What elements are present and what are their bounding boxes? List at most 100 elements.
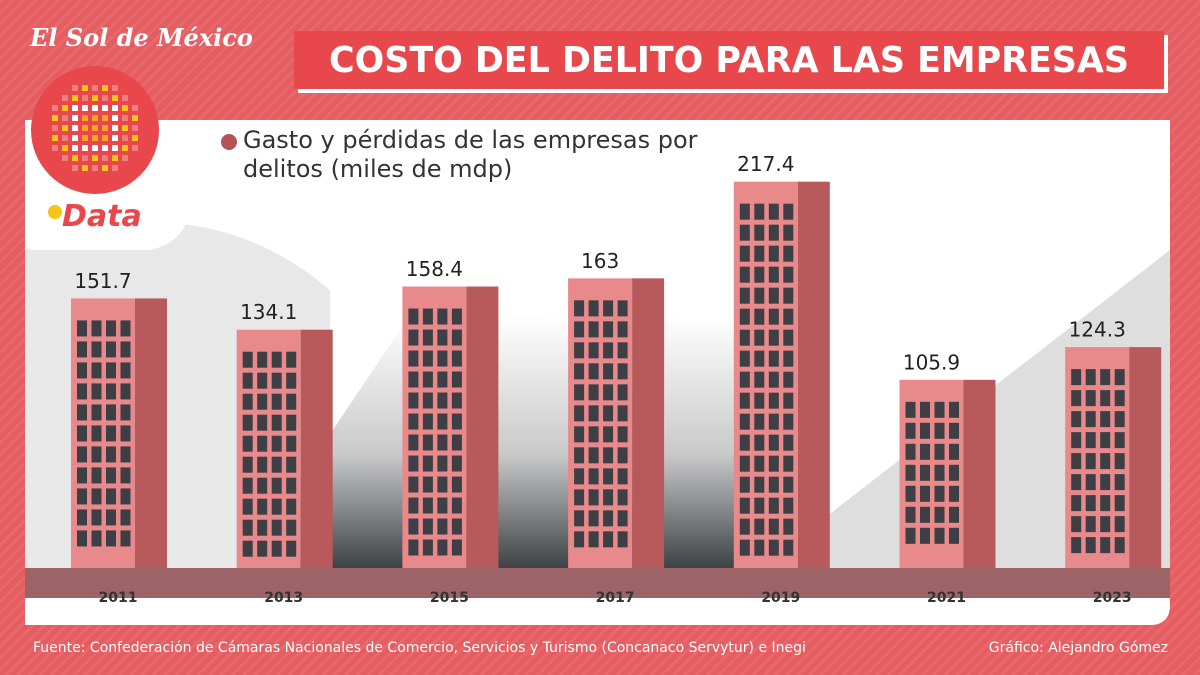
- window: [286, 351, 297, 368]
- logo-pixel: [72, 85, 78, 91]
- window: [271, 540, 282, 557]
- window: [588, 300, 599, 317]
- bar-side: [300, 329, 333, 568]
- logo-pixel: [122, 145, 128, 151]
- window: [286, 372, 297, 389]
- window: [754, 350, 765, 367]
- logo-pixel: [112, 145, 118, 151]
- window: [437, 413, 448, 430]
- window: [91, 341, 102, 358]
- window: [1071, 432, 1082, 449]
- window: [1085, 495, 1096, 512]
- window: [257, 393, 268, 410]
- window: [739, 245, 750, 262]
- window: [286, 498, 297, 515]
- window: [91, 530, 102, 547]
- window: [408, 308, 419, 325]
- logo-pixel: [62, 135, 68, 141]
- value-label: 163: [581, 249, 619, 273]
- value-label: 151.7: [74, 269, 131, 293]
- window: [242, 540, 253, 557]
- bar: [899, 379, 996, 568]
- logo-pixel: [112, 105, 118, 111]
- window: [106, 530, 116, 547]
- window: [934, 485, 945, 502]
- window: [783, 392, 794, 409]
- window: [422, 371, 433, 388]
- window: [617, 363, 628, 380]
- window: [451, 308, 462, 325]
- window: [754, 287, 765, 304]
- window: [257, 519, 268, 536]
- window: [271, 498, 282, 515]
- window: [1100, 432, 1111, 449]
- bar-side: [466, 286, 499, 568]
- window: [934, 422, 945, 439]
- window: [783, 329, 794, 346]
- window: [739, 392, 750, 409]
- logo-pixel: [82, 125, 88, 131]
- window: [768, 413, 779, 430]
- window: [120, 404, 131, 421]
- window: [768, 350, 779, 367]
- window: [934, 527, 945, 544]
- window: [783, 413, 794, 430]
- window: [1100, 537, 1111, 554]
- window: [768, 434, 779, 451]
- window: [451, 329, 462, 346]
- logo-pixel: [132, 145, 138, 151]
- window: [574, 405, 585, 422]
- logo-pixel: [82, 155, 88, 161]
- logo-pixel: [112, 155, 118, 161]
- window: [739, 266, 750, 283]
- window: [120, 488, 131, 505]
- window: [1100, 411, 1111, 428]
- window: [77, 488, 87, 505]
- window: [783, 539, 794, 556]
- window: [949, 443, 959, 460]
- window: [905, 401, 916, 418]
- window: [271, 435, 282, 452]
- window: [739, 539, 750, 556]
- window: [739, 518, 750, 535]
- window: [617, 531, 628, 548]
- value-label: 134.1: [240, 300, 297, 324]
- window: [739, 287, 750, 304]
- window: [574, 384, 585, 401]
- window: [286, 393, 297, 410]
- logo-pixel: [122, 115, 128, 121]
- window: [451, 455, 462, 472]
- window: [603, 426, 614, 443]
- window: [77, 383, 87, 400]
- window: [754, 224, 765, 241]
- value-label: 105.9: [903, 350, 960, 374]
- window: [408, 392, 419, 409]
- window: [588, 510, 599, 527]
- window: [754, 476, 765, 493]
- bar-side: [135, 298, 167, 568]
- window: [574, 426, 585, 443]
- window: [91, 320, 102, 337]
- logo-pixel: [112, 125, 118, 131]
- window: [617, 384, 628, 401]
- window: [1114, 369, 1125, 386]
- x-tick-label: 2015: [430, 590, 469, 606]
- window: [920, 527, 930, 544]
- window: [91, 404, 102, 421]
- logo-pixel: [92, 115, 98, 121]
- logo-pixel: [62, 145, 68, 151]
- window: [120, 341, 131, 358]
- logo-pixel: [122, 105, 128, 111]
- logo-pixel: [72, 115, 78, 121]
- window: [768, 245, 779, 262]
- window: [754, 203, 765, 220]
- window: [754, 455, 765, 472]
- window: [77, 530, 87, 547]
- window: [905, 485, 916, 502]
- window: [1085, 369, 1096, 386]
- window: [949, 401, 959, 418]
- window: [257, 435, 268, 452]
- window: [574, 489, 585, 506]
- logo-pixel: [62, 95, 68, 101]
- window: [783, 266, 794, 283]
